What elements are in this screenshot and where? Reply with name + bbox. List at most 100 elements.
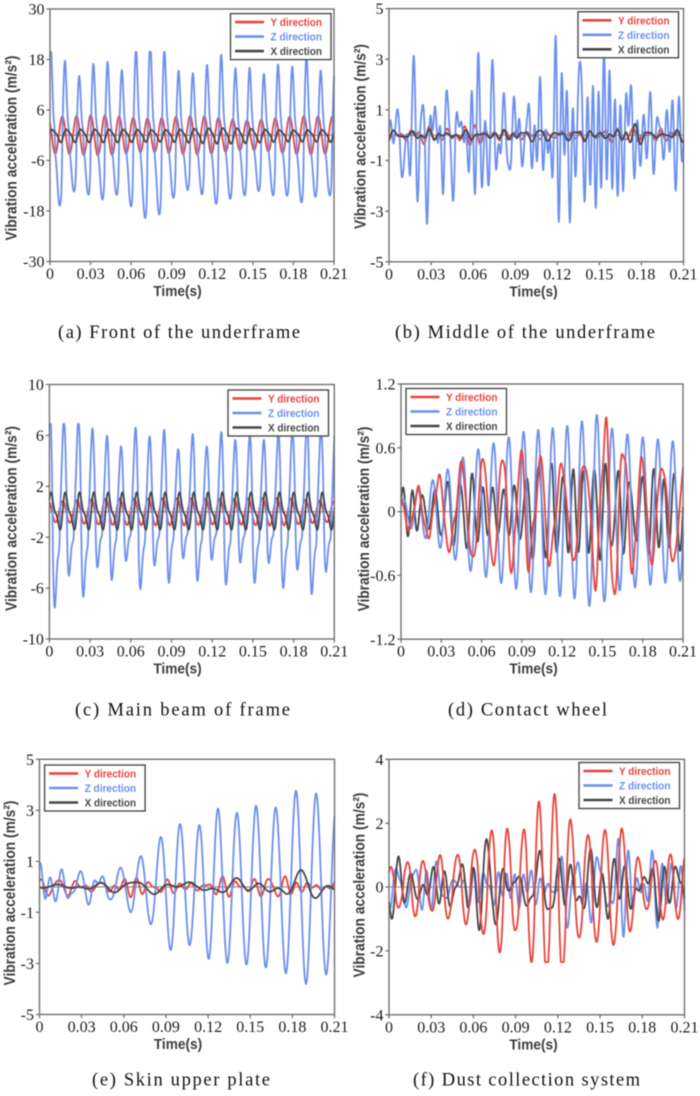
svg-text:0.03: 0.03 [417, 266, 445, 283]
svg-text:0.18: 0.18 [280, 644, 308, 661]
svg-text:0.09: 0.09 [152, 1019, 180, 1036]
svg-text:2: 2 [376, 816, 384, 833]
svg-text:18: 18 [29, 52, 45, 69]
svg-text:Vibration acceleration (m/s²): Vibration acceleration (m/s²) [352, 793, 369, 978]
svg-text:0.18: 0.18 [628, 1019, 656, 1036]
svg-text:-10: -10 [23, 632, 44, 649]
svg-text:-3: -3 [370, 204, 383, 221]
svg-text:0.06: 0.06 [110, 1019, 138, 1036]
svg-text:0: 0 [36, 1019, 44, 1036]
svg-text:0.06: 0.06 [117, 266, 145, 283]
svg-text:0: 0 [46, 266, 54, 283]
svg-text:-1: -1 [370, 153, 383, 170]
svg-text:-3: -3 [21, 956, 34, 973]
svg-text:Vibration acceleration (m/s²): Vibration acceleration (m/s²) [353, 44, 370, 229]
svg-text:6: 6 [36, 428, 44, 445]
svg-text:Y direction: Y direction [446, 392, 498, 404]
svg-text:0.21: 0.21 [669, 644, 697, 661]
svg-text:Y direction: Y direction [618, 15, 670, 27]
svg-text:Z direction: Z direction [618, 30, 670, 42]
svg-text:Z direction: Z direction [85, 783, 137, 795]
svg-text:-1.2: -1.2 [370, 632, 395, 649]
svg-text:Time(s): Time(s) [509, 1036, 557, 1053]
svg-text:Y direction: Y direction [271, 17, 323, 29]
svg-text:0.15: 0.15 [586, 1019, 614, 1036]
svg-text:0.21: 0.21 [320, 266, 348, 283]
svg-text:0.18: 0.18 [627, 266, 655, 283]
svg-text:Y direction: Y direction [619, 766, 671, 778]
svg-text:10: 10 [28, 377, 44, 394]
svg-text:0.09: 0.09 [508, 644, 536, 661]
svg-text:Vibration acceleration (m/s²): Vibration acceleration (m/s²) [2, 801, 19, 986]
svg-text:3: 3 [376, 52, 384, 69]
svg-text:1: 1 [26, 854, 34, 871]
svg-text:0.09: 0.09 [158, 266, 186, 283]
svg-text:0.21: 0.21 [670, 266, 698, 283]
svg-text:Y direction: Y direction [268, 394, 320, 406]
svg-text:X direction: X direction [271, 46, 323, 58]
svg-text:(c) Main beam of frame: (c) Main beam of frame [75, 701, 290, 721]
svg-text:0.15: 0.15 [588, 644, 616, 661]
svg-text:0.03: 0.03 [427, 644, 455, 661]
svg-text:0.21: 0.21 [321, 1019, 349, 1036]
svg-text:Vibration acceleration (m/s²): Vibration acceleration (m/s²) [4, 56, 21, 241]
svg-text:-6: -6 [31, 153, 44, 170]
svg-text:Z direction: Z direction [268, 408, 320, 420]
svg-text:(d) Contact wheel: (d) Contact wheel [448, 701, 607, 721]
svg-text:0: 0 [376, 880, 384, 897]
svg-text:-5: -5 [370, 254, 383, 271]
svg-text:0.06: 0.06 [459, 266, 487, 283]
svg-text:5: 5 [26, 752, 34, 769]
svg-text:0.06: 0.06 [468, 644, 496, 661]
svg-text:0: 0 [45, 644, 53, 661]
svg-text:0.09: 0.09 [502, 1019, 530, 1036]
svg-text:0.12: 0.12 [548, 644, 576, 661]
svg-text:Z direction: Z direction [619, 781, 671, 793]
svg-text:0.03: 0.03 [417, 1019, 445, 1036]
svg-text:0.09: 0.09 [158, 644, 186, 661]
svg-text:0.18: 0.18 [629, 644, 657, 661]
svg-text:0: 0 [385, 266, 393, 283]
svg-text:0.12: 0.12 [198, 644, 226, 661]
svg-text:0.03: 0.03 [77, 266, 105, 283]
svg-text:(e) Skin upper plate: (e) Skin upper plate [92, 1071, 270, 1091]
svg-text:0: 0 [388, 504, 396, 521]
svg-text:0: 0 [385, 1019, 393, 1036]
svg-text:X direction: X direction [268, 423, 320, 435]
svg-text:Vibration acceleration (m/s²): Vibration acceleration (m/s²) [356, 427, 373, 612]
svg-text:1.2: 1.2 [376, 377, 396, 394]
svg-text:Vibration acceleration (m/s²): Vibration acceleration (m/s²) [4, 426, 21, 611]
svg-text:5: 5 [376, 1, 384, 18]
svg-text:X direction: X direction [618, 44, 670, 56]
svg-text:3: 3 [26, 803, 34, 820]
svg-text:-2: -2 [31, 530, 44, 547]
svg-text:Z direction: Z direction [446, 407, 498, 419]
svg-text:0.15: 0.15 [236, 1019, 264, 1036]
svg-text:-1: -1 [21, 905, 34, 922]
svg-text:-0.6: -0.6 [370, 568, 395, 585]
svg-text:6: 6 [37, 103, 45, 120]
svg-text:0.21: 0.21 [320, 644, 348, 661]
svg-text:0.12: 0.12 [544, 1019, 572, 1036]
svg-text:0.12: 0.12 [194, 1019, 222, 1036]
svg-text:Time(s): Time(s) [509, 661, 557, 678]
svg-text:-6: -6 [31, 581, 44, 598]
svg-text:0.06: 0.06 [117, 644, 145, 661]
svg-text:-2: -2 [370, 944, 383, 961]
svg-text:Y direction: Y direction [85, 769, 137, 781]
svg-text:(a) Front of the underframe: (a) Front of the underframe [58, 323, 300, 343]
svg-text:4: 4 [376, 752, 384, 769]
svg-text:(b) Middle of the underframe: (b) Middle of the underframe [395, 323, 655, 343]
svg-text:Time(s): Time(s) [153, 283, 201, 300]
svg-text:0.09: 0.09 [501, 266, 529, 283]
svg-text:0.21: 0.21 [671, 1019, 699, 1036]
svg-text:0.03: 0.03 [68, 1019, 96, 1036]
svg-text:-30: -30 [23, 254, 44, 271]
svg-text:Z direction: Z direction [271, 32, 323, 44]
svg-text:0.03: 0.03 [76, 644, 104, 661]
svg-text:-4: -4 [370, 1007, 383, 1024]
svg-text:(f) Dust collection system: (f) Dust collection system [413, 1071, 641, 1091]
svg-text:0.6: 0.6 [376, 440, 396, 457]
svg-text:0.18: 0.18 [279, 266, 307, 283]
svg-text:1: 1 [376, 103, 384, 120]
